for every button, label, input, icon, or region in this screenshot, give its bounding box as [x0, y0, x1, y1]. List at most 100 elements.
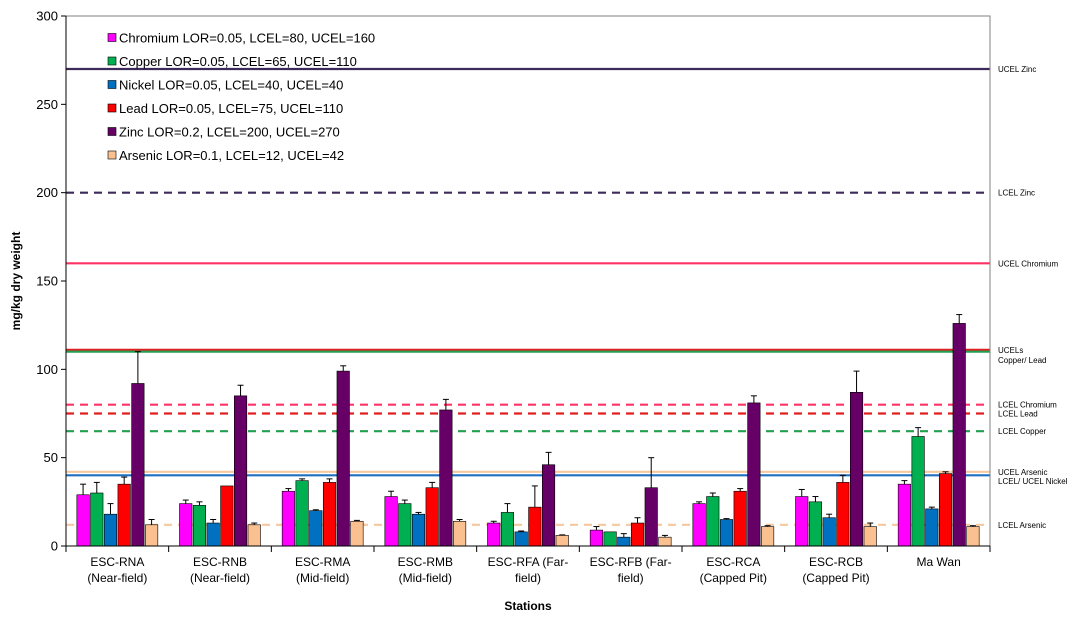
- reference-line-label: LCEL Arsenic: [998, 521, 1046, 530]
- bar: [281, 490, 295, 547]
- bar: [719, 519, 734, 547]
- bar: [350, 520, 364, 547]
- x-tick-label: ESC-RFB (Far-field): [590, 555, 672, 585]
- legend-swatch: [107, 56, 117, 66]
- reference-line-label: UCEL Chromium: [998, 259, 1058, 268]
- bar: [733, 490, 747, 547]
- bar: [206, 522, 220, 547]
- bar: [630, 522, 645, 547]
- bar: [425, 487, 439, 547]
- legend: Chromium LOR=0.05, LCEL=80, UCEL=160 Copp…: [107, 31, 375, 163]
- x-tick-label: ESC-RMB (Mid-field): [398, 555, 453, 585]
- bar: [384, 496, 398, 547]
- reference-line-label: UCEL Zinc: [998, 65, 1036, 74]
- legend-swatch: [107, 80, 117, 89]
- bar: [966, 526, 980, 547]
- bar: [836, 482, 850, 547]
- legend-swatch: [107, 103, 117, 113]
- bar: [322, 482, 337, 547]
- bar: [692, 503, 706, 547]
- reference-line-label: LCEL/ UCEL Nickel: [998, 477, 1068, 486]
- bar: [808, 501, 823, 547]
- reference-line-label: LCEL Copper: [998, 427, 1047, 436]
- legend-label: Nickel LOR=0.05, LCEL=40, UCEL=40: [119, 78, 343, 93]
- legend-label: Copper LOR=0.05, LCEL=65, UCEL=110: [119, 54, 357, 69]
- bar: [603, 531, 617, 547]
- bar: [747, 402, 761, 547]
- bar: [192, 505, 206, 547]
- bar: [514, 531, 528, 547]
- reference-line-label: LCEL Chromium: [998, 401, 1057, 410]
- bars: [76, 323, 980, 547]
- bar: [849, 391, 864, 547]
- x-tick-label: ESC-RNA (Near-field): [87, 555, 147, 585]
- bar: [411, 513, 426, 547]
- bar: [487, 522, 501, 547]
- y-tick-label: 100: [36, 362, 58, 377]
- bar: [863, 526, 877, 547]
- bar: [117, 483, 131, 547]
- x-tick-label: ESC-RNB (Near-field): [190, 555, 250, 585]
- bar: [938, 473, 953, 547]
- reference-line-label: UCELs Copper/ Lead: [998, 346, 1046, 365]
- bar: [706, 496, 720, 547]
- bar: [897, 483, 911, 547]
- bar: [103, 513, 118, 547]
- bar: [453, 520, 467, 547]
- bar: [439, 409, 453, 547]
- legend-swatch: [107, 127, 117, 136]
- bar: [145, 524, 159, 547]
- reference-line-labels: UCEL Zinc LCEL Zinc UCEL Chromium UCELs Copp…: [998, 65, 1068, 530]
- bar: [761, 526, 775, 547]
- legend-label: Arsenic LOR=0.1, LCEL=12, UCEL=42: [119, 148, 344, 163]
- bar: [925, 508, 939, 547]
- bar: [309, 510, 323, 547]
- bar: [617, 536, 631, 547]
- bar: [336, 370, 350, 547]
- bar: [822, 517, 836, 547]
- bar: [644, 487, 658, 547]
- reference-line-label: UCEL Arsenic: [998, 468, 1048, 477]
- y-tick-label: 150: [36, 274, 58, 289]
- bar: [911, 436, 925, 547]
- legend-label: Chromium LOR=0.05, LCEL=80, UCEL=160: [119, 31, 375, 46]
- bar: [234, 395, 248, 547]
- x-tick-label: ESC-RMA (Mid-field): [295, 555, 350, 585]
- y-tick-label: 0: [51, 539, 58, 554]
- bar: [179, 503, 193, 547]
- bar: [295, 480, 309, 547]
- error-bars: [80, 314, 976, 538]
- legend-swatch: [107, 33, 117, 42]
- bar: [795, 496, 809, 547]
- reference-lines: [66, 67, 990, 526]
- x-tick-label: ESC-RFA (Far-field): [488, 555, 569, 585]
- reference-line-label: LCEL Zinc: [998, 189, 1035, 198]
- y-tick-label: 250: [36, 97, 58, 112]
- axes: 0 50 100 150 200 250 300 ESC-RNA (Near-field) ESC…: [36, 9, 991, 585]
- bar: [247, 524, 261, 547]
- x-tick-label: ESC-RCB (Capped Pit): [802, 555, 869, 585]
- bar: [76, 494, 90, 547]
- bar: [90, 492, 104, 547]
- y-tick-label: 300: [36, 9, 58, 24]
- bar: [541, 464, 556, 547]
- legend-label: Lead LOR=0.05, LCEL=75, UCEL=110: [119, 101, 343, 116]
- bar: [952, 323, 966, 547]
- legend-label: Zinc LOR=0.2, LCEL=200, UCEL=270: [119, 125, 340, 140]
- bar: [555, 535, 569, 547]
- bar: [500, 512, 515, 547]
- bar: [658, 536, 672, 547]
- bar: [398, 503, 412, 547]
- bar: [220, 485, 234, 547]
- legend-swatch: [107, 150, 117, 160]
- x-axis-title: Stations: [504, 599, 552, 613]
- bar: [528, 506, 542, 547]
- reference-line-label: LCEL Lead: [998, 410, 1038, 419]
- bar: [589, 529, 603, 547]
- bar: [131, 383, 145, 547]
- y-tick-label: 50: [44, 450, 58, 465]
- x-tick-label: ESC-RCA (Capped Pit): [700, 555, 767, 585]
- y-axis-title: mg/kg dry weight: [9, 232, 23, 331]
- y-tick-label: 200: [36, 185, 58, 200]
